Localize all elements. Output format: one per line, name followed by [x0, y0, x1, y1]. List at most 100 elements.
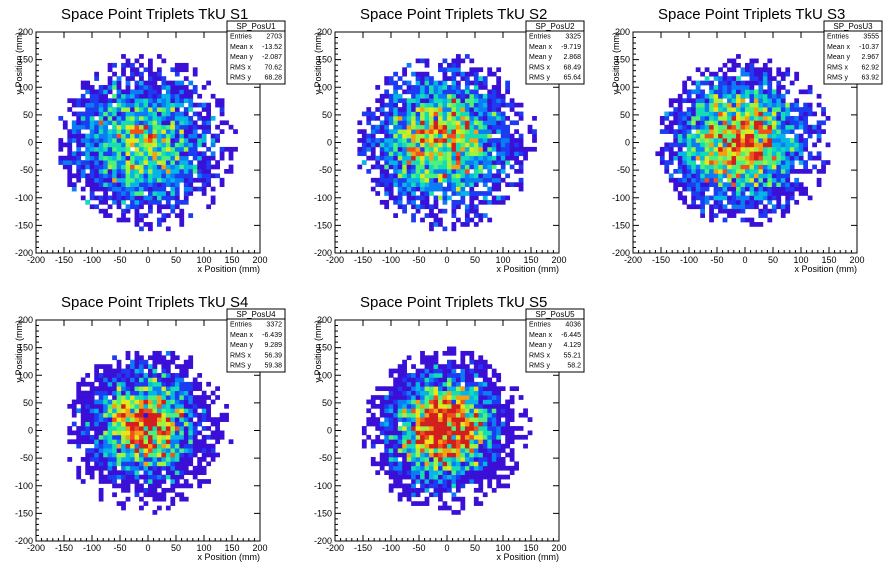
histogram-bin: [130, 111, 135, 117]
histogram-bin: [464, 421, 470, 427]
histogram-bin: [165, 182, 171, 187]
histogram-bin: [148, 208, 153, 214]
histogram-bin: [700, 186, 705, 192]
histogram-bin: [125, 155, 131, 161]
histogram-bin: [727, 115, 732, 121]
histogram-bin: [125, 448, 131, 453]
histogram-bin: [704, 80, 710, 86]
histogram-bin: [789, 160, 795, 165]
histogram-bin: [130, 443, 135, 449]
histogram-bin: [134, 80, 140, 86]
histogram-bin: [478, 386, 484, 392]
histogram-bin: [183, 142, 189, 148]
histogram-bin: [388, 129, 394, 134]
histogram-bin: [727, 58, 732, 64]
histogram-bin: [62, 160, 68, 165]
histogram-bin: [121, 439, 126, 445]
histogram-bin: [794, 115, 800, 121]
histogram-bin: [460, 443, 466, 449]
histogram-bin: [451, 434, 457, 440]
histogram-bin: [695, 173, 701, 179]
histogram-bin: [125, 417, 131, 422]
histogram-bin: [785, 199, 791, 205]
histogram-bin: [139, 457, 144, 462]
histogram-bin: [505, 151, 511, 157]
histogram-bin: [112, 115, 117, 121]
histogram-bin: [179, 115, 185, 121]
histogram-bin: [411, 501, 416, 506]
histogram-bin: [201, 417, 207, 422]
histogram-bin: [179, 80, 185, 86]
histogram-bin: [411, 487, 416, 493]
histogram-bin: [420, 421, 425, 427]
histogram-bin: [753, 199, 759, 205]
histogram-bin: [183, 483, 189, 489]
histogram-bin: [478, 102, 484, 108]
histogram-bin: [447, 173, 452, 179]
histogram-bin: [121, 155, 126, 161]
histogram-bin: [794, 120, 800, 126]
x-tick-label: -100: [382, 255, 400, 265]
histogram-bin: [224, 146, 229, 152]
histogram-bin: [500, 426, 506, 431]
histogram-bin: [125, 102, 131, 108]
chart-title: Space Point Triplets TkU S3: [658, 6, 845, 23]
histogram-bin: [695, 204, 701, 210]
histogram-bin: [393, 182, 399, 187]
histogram-bin: [433, 173, 439, 179]
histogram-bin: [201, 390, 207, 396]
histogram-bin: [125, 146, 131, 152]
histogram-bin: [745, 120, 750, 126]
histogram-bin: [125, 443, 131, 449]
y-tick-label: 0: [28, 426, 33, 436]
histogram-bin: [134, 461, 140, 467]
histogram-bin: [482, 182, 488, 187]
histogram-bin: [125, 93, 131, 99]
histogram-bin: [731, 199, 737, 205]
histogram-bin: [424, 93, 430, 99]
histogram-bin: [384, 111, 390, 117]
histogram-bin: [76, 399, 82, 405]
histogram-bin: [532, 115, 537, 121]
histogram-bin: [112, 93, 117, 99]
histogram-bin: [107, 182, 113, 187]
histogram-bin: [749, 98, 755, 104]
histogram-bin: [704, 195, 710, 201]
histogram-bin: [201, 448, 207, 453]
histogram-bin: [469, 111, 475, 117]
histogram-bin: [67, 403, 73, 409]
histogram-bin: [188, 177, 194, 183]
histogram-bin: [429, 182, 434, 187]
histogram-bin: [112, 434, 117, 440]
histogram-bin: [509, 426, 515, 431]
histogram-bin: [704, 160, 710, 165]
histogram-bin: [379, 146, 385, 152]
histogram-bin: [482, 412, 488, 418]
histogram-bin: [379, 138, 385, 143]
histogram-bin: [201, 85, 207, 90]
histogram-bin: [67, 146, 73, 152]
histogram-bin: [121, 421, 126, 427]
histogram-bin: [170, 169, 176, 174]
histogram-bin: [668, 129, 674, 134]
histogram-bin: [116, 448, 122, 453]
histogram-bin: [76, 465, 82, 471]
histogram-bin: [438, 448, 443, 453]
histogram-bin: [67, 169, 73, 174]
histogram-bin: [393, 177, 399, 183]
histogram-bin: [496, 120, 502, 126]
histogram-bin: [397, 124, 403, 130]
histogram-bin: [406, 390, 412, 396]
histogram-bin: [76, 120, 82, 126]
histogram-bin: [673, 182, 679, 187]
histogram-bin: [496, 173, 502, 179]
histogram-bin: [433, 213, 439, 218]
histogram-bin: [718, 111, 723, 117]
histogram-bin: [174, 390, 180, 396]
histogram-bin: [718, 129, 723, 134]
histogram-bin: [188, 403, 194, 409]
histogram-bin: [112, 111, 117, 117]
histogram-bin: [406, 408, 412, 414]
histogram-bin: [478, 501, 484, 506]
histogram-bin: [745, 115, 750, 121]
